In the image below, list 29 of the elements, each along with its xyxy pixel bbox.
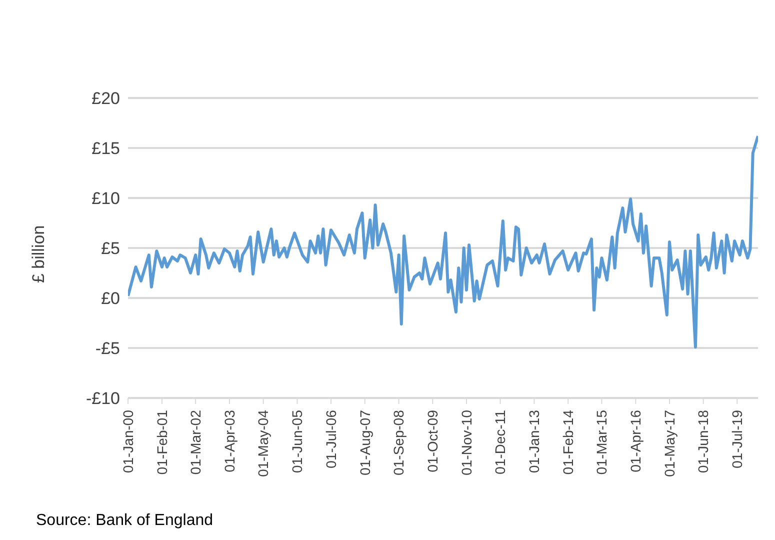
y-tick-label: £5: [101, 239, 120, 258]
x-tick-label: 01-Sep-08: [390, 410, 407, 476]
y-tick-label: £10: [92, 189, 120, 208]
x-tick-label: 01-Mar-15: [594, 410, 610, 475]
x-tick-label: 01-Feb-14: [560, 410, 576, 475]
source-note: Source: Bank of England: [36, 512, 214, 530]
y-axis-title: £ billion: [29, 225, 48, 283]
x-tick-label: 01-Feb-01: [154, 410, 170, 475]
line-series: [128, 134, 758, 348]
y-tick-label: £15: [92, 139, 120, 158]
x-tick-label: 01-Jul-06: [322, 410, 339, 468]
x-tick-label: 01-Jul-19: [729, 410, 746, 468]
x-tick-label: 01-Apr-16: [628, 410, 644, 472]
x-tick-label: 01-Jun-05: [289, 410, 306, 474]
x-tick-label: 01-Jan-13: [526, 410, 542, 474]
x-tick-label: 01-May-17: [661, 410, 678, 477]
x-tick-label: 01-Jun-18: [695, 410, 712, 474]
y-tick-label: -£10: [86, 389, 120, 408]
x-tick-label: 01-Aug-07: [356, 410, 373, 476]
x-tick-label: 01-Mar-02: [187, 410, 204, 475]
x-tick-label: 01-Apr-03: [221, 410, 238, 472]
y-tick-label: £0: [101, 289, 120, 308]
y-tick-label: -£5: [95, 339, 120, 358]
x-tick-label: 01-May-04: [255, 410, 272, 477]
y-tick-label: £20: [92, 89, 120, 108]
x-tick-label: 01-Oct-09: [424, 410, 441, 472]
x-tick-label: 01-Nov-10: [458, 410, 474, 476]
x-tick-label: 01-Jan-00: [120, 410, 136, 474]
x-tick-label: 01-Dec-11: [492, 410, 508, 474]
